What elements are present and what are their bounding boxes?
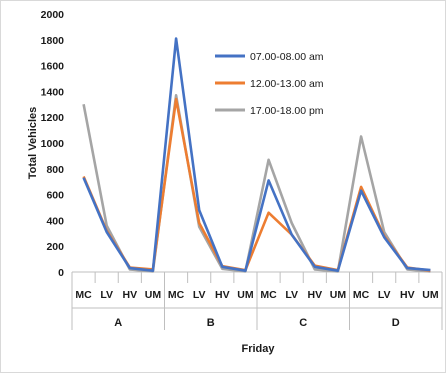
y-tick-label: 400 bbox=[46, 215, 64, 227]
x-tick-label: HV bbox=[123, 289, 138, 301]
legend-entry: 07.00-08.00 am bbox=[250, 51, 324, 63]
y-tick-label: 1200 bbox=[41, 112, 65, 124]
x-tick-label: MC bbox=[353, 289, 370, 301]
x-tick-label: LV bbox=[285, 289, 298, 301]
y-tick-label: 2000 bbox=[41, 9, 65, 21]
group-label: D bbox=[392, 317, 400, 329]
x-tick-label: UM bbox=[237, 289, 254, 301]
y-tick-label: 0 bbox=[58, 267, 64, 279]
legend: 07.00-08.00 am 12.00-13.00 am 17.00-18.00 … bbox=[215, 51, 324, 117]
series-line bbox=[82, 37, 431, 273]
x-tick-label: MC bbox=[168, 289, 185, 301]
x-tick-label: MC bbox=[75, 289, 92, 301]
legend-entry: 12.00-13.00 am bbox=[250, 78, 324, 90]
group-label: A bbox=[114, 317, 122, 329]
x-tick-label: HV bbox=[400, 289, 415, 301]
x-tick-label: LV bbox=[193, 289, 206, 301]
y-tick-label: 600 bbox=[46, 190, 64, 202]
y-tick-label: 1600 bbox=[41, 61, 65, 73]
y-tick-label: 1400 bbox=[41, 86, 65, 98]
y-tick-label: 1800 bbox=[41, 35, 65, 47]
x-tick-label: LV bbox=[378, 289, 391, 301]
group-label: B bbox=[207, 317, 215, 329]
group-label: C bbox=[299, 317, 307, 329]
y-tick-label: 800 bbox=[46, 164, 64, 176]
y-tick-label: 200 bbox=[46, 241, 64, 253]
x-tick-label: UM bbox=[145, 289, 162, 301]
x-tick-label: UM bbox=[330, 289, 347, 301]
y-tick-label: 1000 bbox=[41, 138, 65, 150]
x-tick-label: LV bbox=[100, 289, 113, 301]
x-tick-label: MC bbox=[260, 289, 277, 301]
legend-entry: 17.00-18.00 pm bbox=[250, 105, 324, 117]
x-tick-label: HV bbox=[215, 289, 230, 301]
y-axis-title: Total Vehicles bbox=[27, 107, 39, 180]
x-tick-label: HV bbox=[308, 289, 323, 301]
x-axis-title: Friday bbox=[241, 343, 275, 355]
x-tick-label: UM bbox=[422, 289, 439, 301]
